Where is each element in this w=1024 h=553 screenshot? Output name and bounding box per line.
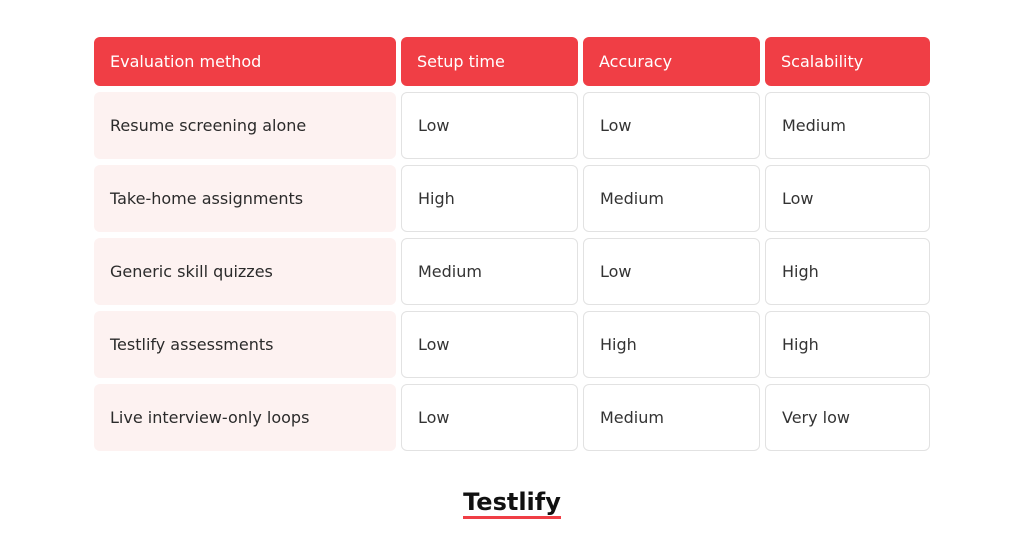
method-cell: Take-home assignments (94, 165, 396, 232)
method-cell: Resume screening alone (94, 92, 396, 159)
value-cell: Low (401, 311, 578, 378)
value-cell: High (765, 238, 930, 305)
value-cell: Low (401, 92, 578, 159)
value-cell: Low (401, 384, 578, 451)
value-cell: Low (583, 238, 760, 305)
value-cell: Medium (401, 238, 578, 305)
method-cell: Generic skill quizzes (94, 238, 396, 305)
header-cell: Scalability (765, 37, 930, 86)
value-cell: Medium (583, 165, 760, 232)
value-cell: Very low (765, 384, 930, 451)
method-cell: Testlify assessments (94, 311, 396, 378)
header-cell: Evaluation method (94, 37, 396, 86)
value-cell: Low (765, 165, 930, 232)
header-cell: Accuracy (583, 37, 760, 86)
value-cell: High (765, 311, 930, 378)
logo: Testlify (0, 488, 1024, 519)
value-cell: Medium (583, 384, 760, 451)
method-cell: Live interview-only loops (94, 384, 396, 451)
value-cell: Low (583, 92, 760, 159)
value-cell: Medium (765, 92, 930, 159)
value-cell: High (401, 165, 578, 232)
logo-text: Testlify (463, 488, 561, 519)
header-cell: Setup time (401, 37, 578, 86)
value-cell: High (583, 311, 760, 378)
